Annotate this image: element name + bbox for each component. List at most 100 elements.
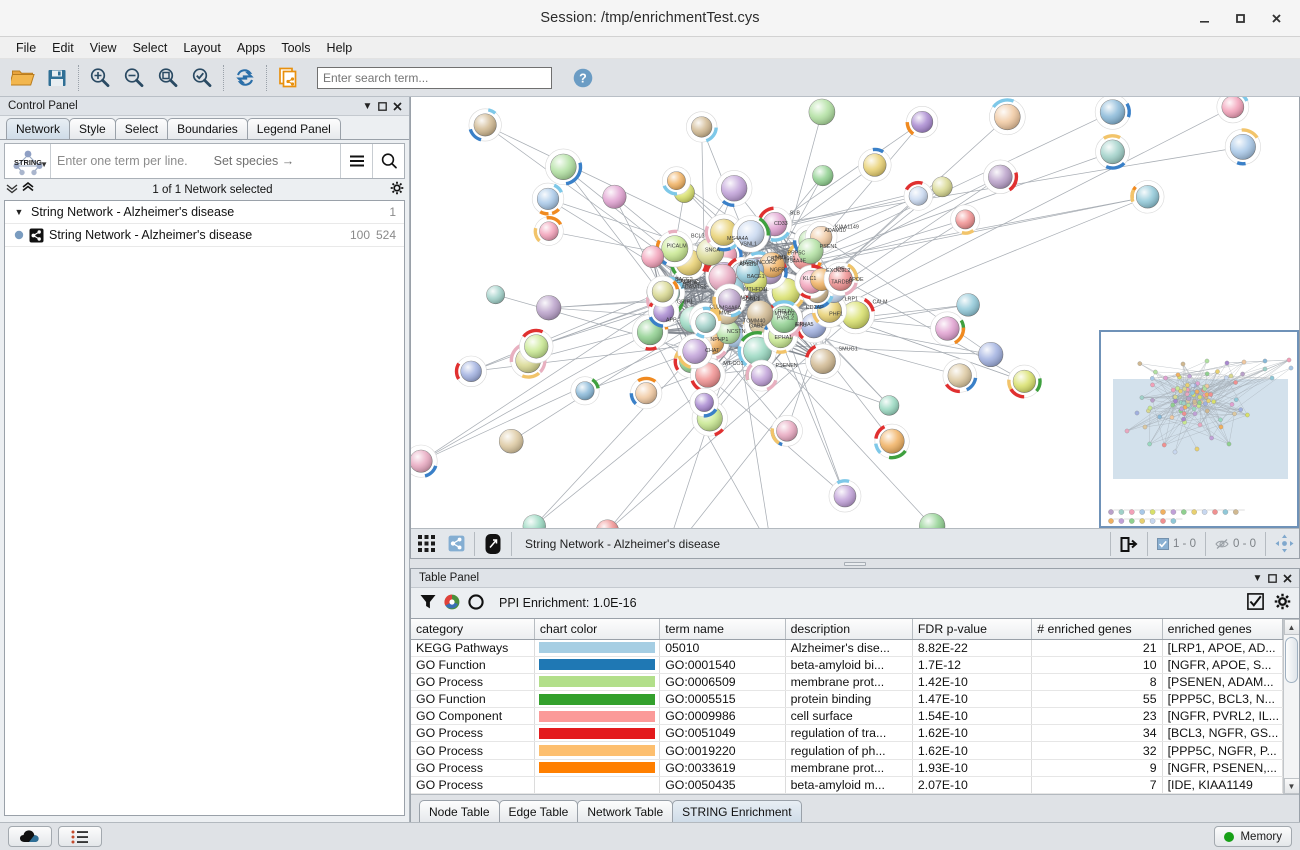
enrichment-table: category chart color term name descripti… (411, 619, 1284, 794)
svg-text:SNCA: SNCA (705, 247, 720, 253)
export-network-icon[interactable] (271, 62, 305, 94)
menu-tools[interactable]: Tools (281, 40, 311, 55)
string-options-icon[interactable] (340, 144, 372, 178)
table-row[interactable]: GO Function GO:0005515 protein binding 1.47… (411, 690, 1284, 709)
table-row[interactable]: GO Component GO:0009986 cell surface 1.54E-… (411, 707, 1284, 726)
column-header-description[interactable]: description (785, 619, 913, 640)
menu-layout[interactable]: Layout (183, 40, 221, 55)
expand-all-icon[interactable] (21, 181, 35, 197)
svg-text:CALM: CALM (873, 299, 888, 305)
refresh-icon[interactable] (228, 62, 262, 94)
cell-chart-color (534, 759, 661, 777)
svg-text:TOMM40: TOMM40 (743, 319, 765, 325)
control-panel-dropdown-icon[interactable]: ▼ (362, 100, 373, 112)
scrollbar-track[interactable] (1283, 635, 1299, 778)
maximize-icon[interactable] (1232, 10, 1248, 26)
column-header-enriched-count[interactable]: # enriched genes (1031, 619, 1163, 640)
grid-layout-icon[interactable] (411, 530, 441, 558)
control-panel-close-icon[interactable] (390, 99, 405, 114)
select-all-checkbox-icon[interactable] (1247, 593, 1264, 613)
expand-triangle-icon[interactable]: ▼ (14, 207, 24, 217)
table-row[interactable]: GO Process GO:0019220 regulation of ph... 1… (411, 741, 1284, 760)
table-vertical-scrollbar[interactable]: ▲ ▼ (1283, 619, 1299, 794)
scrollbar-thumb[interactable] (1284, 637, 1298, 683)
close-icon[interactable] (1268, 10, 1284, 26)
tab-node-table[interactable]: Node Table (419, 800, 500, 822)
menu-file[interactable]: File (16, 40, 37, 55)
filter-icon[interactable] (419, 593, 437, 614)
scroll-up-arrow-icon[interactable]: ▲ (1283, 619, 1299, 635)
menu-view[interactable]: View (89, 40, 117, 55)
network-overview-panel[interactable] (1099, 330, 1299, 528)
table-panel-dropdown-icon[interactable]: ▼ (1252, 572, 1263, 584)
menu-edit[interactable]: Edit (52, 40, 74, 55)
scroll-down-arrow-icon[interactable]: ▼ (1283, 778, 1299, 794)
fit-content-icon[interactable] (1269, 530, 1299, 558)
svg-text:BACE1: BACE1 (747, 274, 765, 280)
menu-apps[interactable]: Apps (236, 40, 266, 55)
column-header-enriched-genes[interactable]: enriched genes (1162, 619, 1284, 640)
table-row[interactable]: KEGG Pathways 05010 Alzheimer's dise... 8.8… (411, 639, 1284, 657)
search-input[interactable] (317, 66, 552, 89)
table-row[interactable]: GO Process GO:0006509 membrane prot... 1.42… (411, 673, 1284, 691)
table-row[interactable]: GO Process GO:0033619 membrane prot... 1.93… (411, 759, 1284, 777)
control-panel-float-icon[interactable] (375, 99, 390, 114)
menu-help[interactable]: Help (326, 40, 353, 55)
chart-color-icon[interactable] (443, 593, 461, 614)
cloud-button[interactable] (8, 826, 52, 847)
svg-text:ABCA7: ABCA7 (683, 281, 701, 287)
tab-style[interactable]: Style (69, 118, 116, 139)
table-row[interactable]: GO Process GO:0050435 beta-amyloid m... 2.0… (411, 776, 1284, 794)
donut-icon[interactable] (467, 593, 485, 614)
network-tree-item[interactable]: String Network - Alzheimer's disease 100… (5, 224, 404, 247)
tab-select[interactable]: Select (114, 118, 169, 139)
minimize-icon[interactable] (1196, 10, 1212, 26)
table-panel-float-icon[interactable] (1265, 571, 1280, 586)
svg-text:RELN: RELN (778, 309, 792, 315)
tab-network[interactable]: Network (6, 118, 71, 139)
cell-enriched-count: 8 (1031, 673, 1163, 691)
column-header-chart-color[interactable]: chart color (534, 619, 661, 640)
help-icon[interactable]: ? (566, 62, 600, 94)
column-header-term-name[interactable]: term name (659, 619, 786, 640)
annotate-icon[interactable] (478, 530, 508, 558)
export-image-icon[interactable] (1114, 530, 1144, 558)
table-panel-close-icon[interactable] (1280, 571, 1295, 586)
svg-text:EPHA1: EPHA1 (775, 335, 793, 341)
string-query-input[interactable]: Enter one term per line. Set species → (51, 144, 340, 178)
string-logo-icon[interactable]: STRING ▼ (5, 144, 51, 178)
string-dropdown-icon[interactable]: ▼ (40, 160, 48, 169)
memory-button[interactable]: Memory (1214, 826, 1292, 847)
network-view-icon[interactable] (441, 530, 471, 558)
tab-edge-table[interactable]: Edge Table (498, 800, 579, 822)
table-settings-gear-icon[interactable] (1274, 593, 1291, 613)
column-header-fdr-pvalue[interactable]: FDR p-value (912, 619, 1033, 640)
network-settings-gear-icon[interactable] (390, 181, 404, 198)
string-search-icon[interactable] (372, 144, 404, 178)
save-icon[interactable] (40, 62, 74, 94)
zoom-selected-icon[interactable] (185, 62, 219, 94)
zoom-fit-icon[interactable] (151, 62, 185, 94)
svg-text:GRIP1: GRIP1 (677, 300, 693, 306)
hidden-nodes-count: 0 - 0 (1209, 538, 1262, 550)
set-species-link[interactable]: Set species → (213, 154, 295, 168)
table-row[interactable]: GO Function GO:0001540 beta-amyloid bi... 1… (411, 656, 1284, 674)
search-field[interactable] (323, 70, 546, 85)
open-folder-icon[interactable] (6, 62, 40, 94)
cell-term-name: GO:0019220 (659, 741, 786, 760)
tab-legend-panel[interactable]: Legend Panel (246, 118, 341, 139)
table-row[interactable]: GO Process GO:0051049 regulation of tra...… (411, 724, 1284, 743)
network-canvas[interactable]: MT-ND2 MT-ND1 VSNL1 GAB2 KLC1 NCSTN MAPK1 CHAT S… (411, 97, 1299, 528)
tab-boundaries[interactable]: Boundaries (167, 118, 248, 139)
tab-network-table[interactable]: Network Table (577, 800, 674, 822)
color-swatch (538, 642, 656, 654)
task-list-button[interactable] (58, 826, 102, 847)
zoom-out-icon[interactable] (117, 62, 151, 94)
column-header-category[interactable]: category (411, 619, 535, 640)
menu-select[interactable]: Select (132, 40, 168, 55)
collapse-all-icon[interactable] (5, 182, 19, 197)
panel-splitter[interactable] (410, 559, 1300, 568)
network-tree-root[interactable]: ▼ String Network - Alzheimer's disease 1 (5, 201, 404, 224)
zoom-in-icon[interactable] (83, 62, 117, 94)
tab-string-enrichment[interactable]: STRING Enrichment (672, 800, 802, 822)
